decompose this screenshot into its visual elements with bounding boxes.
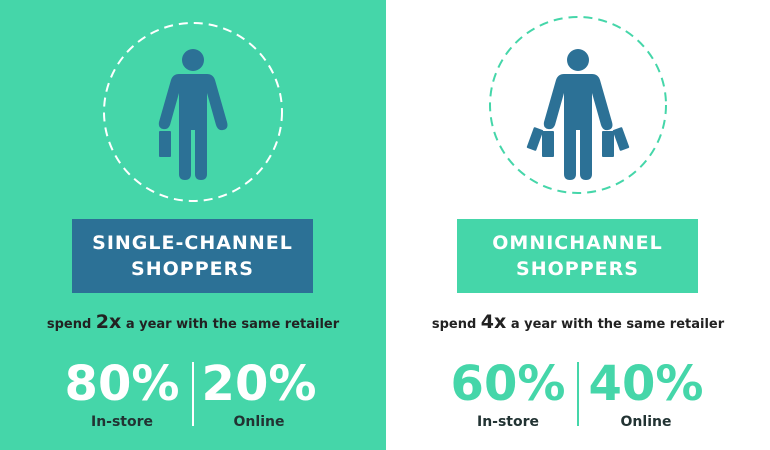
- spend-value: 2x: [95, 311, 122, 333]
- title-line: SHOPPERS: [131, 258, 254, 280]
- spend-text: spend 2x a year with the same retailer: [0, 311, 386, 333]
- stat-value: 60%: [450, 356, 566, 412]
- stat-value: 40%: [588, 356, 704, 412]
- divider: [577, 362, 579, 426]
- stat-label: In-store: [90, 414, 154, 430]
- stat-in-store: 80% In-store: [62, 358, 182, 430]
- person-with-two-bags-icon: [489, 16, 667, 194]
- spend-text: spend 4x a year with the same retailer: [386, 311, 770, 333]
- single-channel-panel: SINGLE-CHANNEL SHOPPERS spend 2x a year …: [0, 0, 386, 450]
- title-line: OMNICHANNEL: [492, 232, 663, 254]
- stat-label: In-store: [476, 414, 540, 430]
- single-channel-title: SINGLE-CHANNEL SHOPPERS: [72, 219, 313, 293]
- spend-value: 4x: [480, 311, 507, 333]
- stat-online: 20% Online: [199, 358, 319, 430]
- spend-suffix: a year with the same retailer: [510, 317, 725, 332]
- spend-prefix: spend: [431, 317, 477, 332]
- title-line: SINGLE-CHANNEL: [92, 232, 293, 254]
- divider: [192, 362, 194, 426]
- stat-value: 80%: [64, 356, 180, 412]
- title-line: SHOPPERS: [516, 258, 639, 280]
- stat-online: 40% Online: [586, 358, 706, 430]
- spend-prefix: spend: [46, 317, 92, 332]
- person-with-one-bag-icon: [103, 22, 283, 202]
- stat-in-store: 60% In-store: [448, 358, 568, 430]
- spend-suffix: a year with the same retailer: [125, 317, 340, 332]
- omnichannel-panel: OMNICHANNEL SHOPPERS spend 4x a year wit…: [386, 0, 770, 450]
- stat-label: Online: [620, 414, 672, 430]
- stat-label: Online: [233, 414, 285, 430]
- omnichannel-title: OMNICHANNEL SHOPPERS: [457, 219, 698, 293]
- stat-value: 20%: [201, 356, 317, 412]
